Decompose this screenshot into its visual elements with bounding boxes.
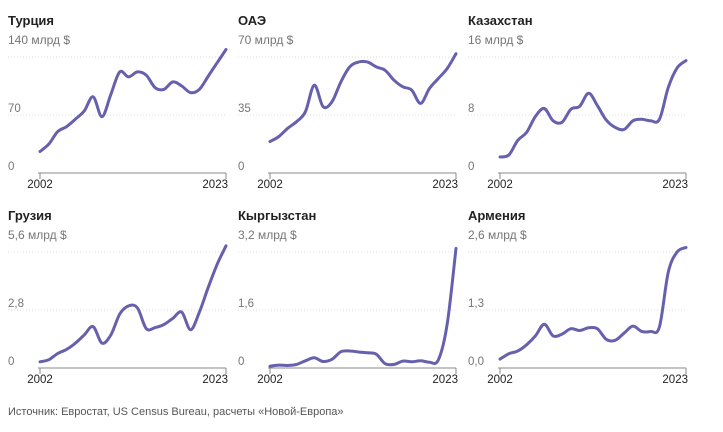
y-tick-label: 35: [238, 103, 251, 115]
y-max-label-kyrgyzstan: 3,2 млрд $: [238, 228, 297, 242]
panel-uae: ОАЭ 70 млрд $ 35 0 2002 2023: [238, 13, 463, 208]
y-tick-label: 0: [8, 161, 14, 173]
x-tick-label: 2002: [487, 179, 513, 191]
x-tick-label: 2023: [662, 179, 688, 191]
x-tick-label: 2023: [662, 374, 688, 386]
y-tick-label: 8: [468, 103, 474, 115]
source-note: Источник: Евростат, US Census Bureau, ра…: [8, 406, 344, 418]
y-tick-label: 0: [238, 161, 244, 173]
y-max-label-uae: 70 млрд $: [238, 33, 294, 47]
y-tick-label: 1,6: [238, 298, 254, 310]
y-tick-label: 2,8: [8, 298, 24, 310]
chart-title-kazakhstan: Казахстан: [468, 13, 533, 28]
x-tick-label: 2002: [257, 179, 283, 191]
chart-title-armenia: Армения: [468, 208, 526, 223]
series-line-georgia: [38, 244, 228, 364]
series-line-kazakhstan: [498, 59, 688, 159]
chart-title-turkey: Турция: [8, 13, 55, 28]
x-tick-label: 2023: [202, 374, 228, 386]
line-chart-turkey: 70 0 2002 2023: [8, 48, 228, 191]
line-chart-georgia: 2,8 0 2002 2023: [8, 244, 228, 386]
x-tick-label: 2002: [487, 374, 513, 386]
y-tick-label: 0: [468, 161, 474, 173]
x-tick-label: 2023: [432, 374, 458, 386]
line-chart-uae: 35 0 2002 2023: [238, 52, 458, 191]
chart-title-georgia: Грузия: [8, 208, 52, 223]
y-max-label-kazakhstan: 16 млрд $: [468, 33, 524, 47]
panel-kyrgyzstan: Кыргызстан 3,2 млрд $ 1,6 0 2002 2023: [238, 208, 463, 403]
y-tick-label: 70: [8, 103, 21, 115]
y-tick-label: 0: [238, 356, 244, 368]
series-line-turkey: [38, 48, 228, 153]
line-chart-kazakhstan: 8 0 2002 2023: [468, 56, 688, 191]
x-tick-label: 2002: [27, 179, 53, 191]
series-line-armenia: [498, 246, 688, 361]
line-chart-kyrgyzstan: 1,6 0 2002 2023: [238, 246, 458, 386]
x-tick-label: 2002: [257, 374, 283, 386]
x-tick-label: 2002: [27, 374, 53, 386]
x-tick-label: 2023: [202, 179, 228, 191]
series-line-kyrgyzstan: [268, 246, 458, 368]
y-tick-label: 0,0: [468, 356, 484, 368]
y-tick-label: 1,3: [468, 298, 484, 310]
y-tick-label: 0: [8, 356, 14, 368]
y-max-label-turkey: 140 млрд $: [8, 33, 71, 47]
chart-title-uae: ОАЭ: [238, 13, 267, 28]
panel-turkey: Турция 140 млрд $ 70 0 2002 2023: [8, 13, 233, 208]
chart-title-kyrgyzstan: Кыргызстан: [238, 208, 317, 223]
y-max-label-armenia: 2,6 млрд $: [468, 228, 527, 242]
y-max-label-georgia: 5,6 млрд $: [8, 228, 67, 242]
series-line-uae: [268, 52, 458, 143]
panel-armenia: Армения 2,6 млрд $ 1,3 0,0 2002 2023: [468, 208, 693, 403]
panel-kazakhstan: Казахстан 16 млрд $ 8 0 2002 2023: [468, 13, 693, 208]
x-tick-label: 2023: [432, 179, 458, 191]
panel-georgia: Грузия 5,6 млрд $ 2,8 0 2002 2023: [8, 208, 233, 403]
